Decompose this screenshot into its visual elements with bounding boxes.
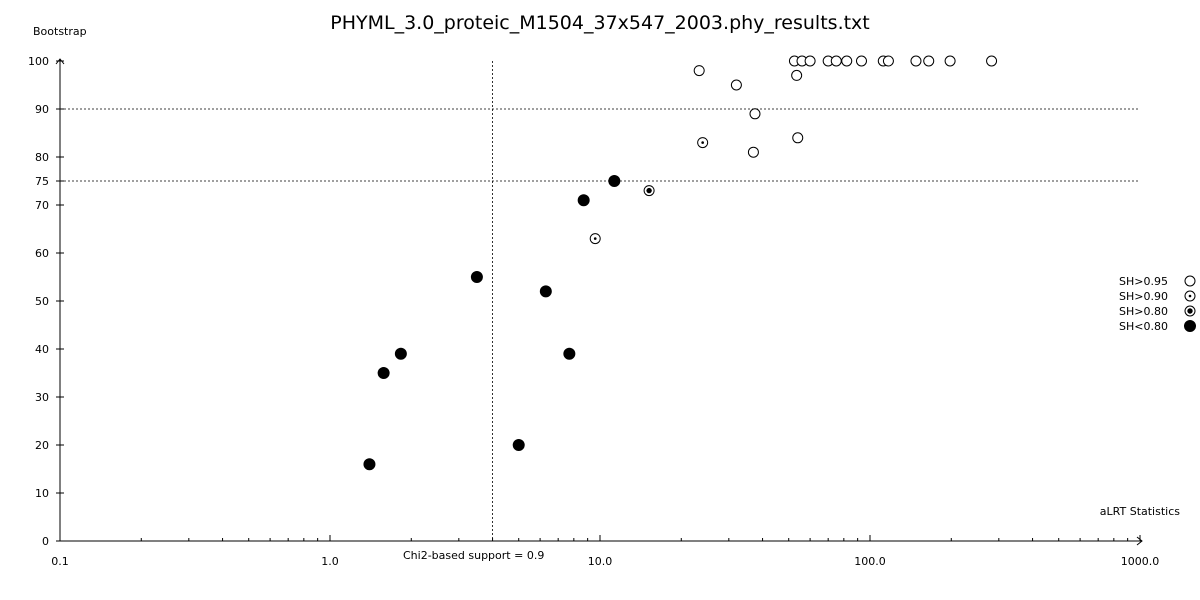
y-tick-label: 40	[35, 343, 49, 356]
data-point	[986, 55, 998, 67]
marker-body	[910, 55, 922, 67]
data-point	[923, 55, 935, 67]
data-point	[363, 458, 376, 471]
marker-body	[882, 55, 894, 67]
legend-marker	[1184, 290, 1196, 302]
y-tick-label: 50	[35, 295, 49, 308]
marker-body	[792, 132, 804, 144]
legend-label: SH>0.95	[1119, 275, 1168, 288]
legend-marker	[1184, 305, 1196, 317]
marker-body	[841, 55, 853, 67]
marker-body	[855, 55, 867, 67]
marker-body	[830, 55, 842, 67]
data-point	[804, 55, 816, 67]
data-point	[608, 175, 621, 187]
marker-body	[470, 271, 483, 283]
marker-body	[804, 55, 816, 67]
y-axis-title: Bootstrap	[33, 25, 87, 38]
marker-body	[749, 108, 761, 120]
data-point	[749, 108, 761, 120]
legend-label: SH<0.80	[1119, 320, 1168, 333]
data-point	[841, 55, 853, 67]
y-tick-label: 80	[35, 151, 49, 164]
marker-body	[608, 175, 621, 187]
marker-body	[363, 458, 376, 471]
y-tick-label: 70	[35, 199, 49, 212]
data-point	[394, 347, 407, 360]
marker-body	[1184, 275, 1196, 287]
y-tick-label: 10	[35, 487, 49, 500]
legend-label: SH>0.80	[1119, 305, 1168, 318]
marker-body	[693, 65, 705, 77]
axes: 0.1 1.0 10.0 100.0 1000.0 0 10 20 30 40 50 60 70 75 80…	[28, 55, 1159, 568]
data-point	[589, 233, 601, 245]
marker-body	[923, 55, 935, 67]
y-tick-label: 75	[35, 175, 49, 188]
data-point	[693, 65, 705, 77]
y-tick-label: 20	[35, 439, 49, 452]
data-point	[730, 79, 742, 91]
marker-body	[377, 367, 390, 379]
x-tick-label: 1.0	[321, 555, 339, 568]
legend-marker	[1184, 275, 1196, 287]
y-tick-label: 0	[42, 535, 49, 548]
marker-center	[593, 237, 597, 240]
data-point	[747, 146, 759, 158]
marker-center	[1188, 294, 1192, 298]
reference-lines	[60, 61, 1140, 541]
data-point	[910, 55, 922, 67]
x-axis-arrow	[1136, 536, 1143, 546]
y-tick-label: 100	[28, 55, 49, 68]
data-point	[643, 185, 655, 197]
marker-body	[512, 439, 525, 451]
data-point	[855, 55, 867, 67]
data-point	[512, 439, 525, 451]
data-point	[830, 55, 842, 67]
chart-title: PHYML_3.0_proteic_M1504_37x547_2003.phy_…	[330, 12, 870, 34]
legend-label: SH>0.90	[1119, 290, 1168, 303]
data-point	[791, 69, 803, 81]
y-tick-label: 60	[35, 247, 49, 260]
data-point	[470, 271, 483, 283]
marker-center	[701, 141, 704, 144]
data-point	[563, 347, 576, 360]
marker-body	[577, 194, 590, 207]
data-points	[363, 55, 998, 471]
y-tick-label: 30	[35, 391, 49, 404]
marker-body	[791, 69, 803, 81]
marker-body	[986, 55, 998, 67]
data-point	[944, 55, 956, 67]
marker-body	[1184, 320, 1196, 332]
x-tick-label: 10.0	[588, 555, 613, 568]
marker-body	[747, 146, 759, 158]
x-tick-label: 1000.0	[1121, 555, 1160, 568]
data-point	[882, 55, 894, 67]
x-axis-title: aLRT Statistics	[1100, 505, 1180, 518]
marker-body	[539, 285, 552, 298]
legend-marker	[1184, 320, 1196, 332]
y-tick-label: 90	[35, 103, 49, 116]
data-point	[697, 137, 709, 149]
y-axis-arrow	[55, 58, 65, 65]
data-point	[792, 132, 804, 144]
marker-center	[1187, 308, 1193, 314]
legend: SH>0.95 SH>0.90 SH>0.80 SH<0.80	[1119, 275, 1196, 333]
x-tick-label: 0.1	[51, 555, 69, 568]
data-point	[377, 367, 390, 379]
marker-body	[394, 347, 407, 360]
data-point	[539, 285, 552, 298]
data-point	[577, 194, 590, 207]
x-tick-label: 100.0	[854, 555, 886, 568]
marker-center	[646, 187, 652, 194]
marker-body	[563, 347, 576, 360]
marker-body	[944, 55, 956, 67]
marker-body	[730, 79, 742, 91]
chi2-support-label: Chi2-based support = 0.9	[403, 549, 544, 562]
